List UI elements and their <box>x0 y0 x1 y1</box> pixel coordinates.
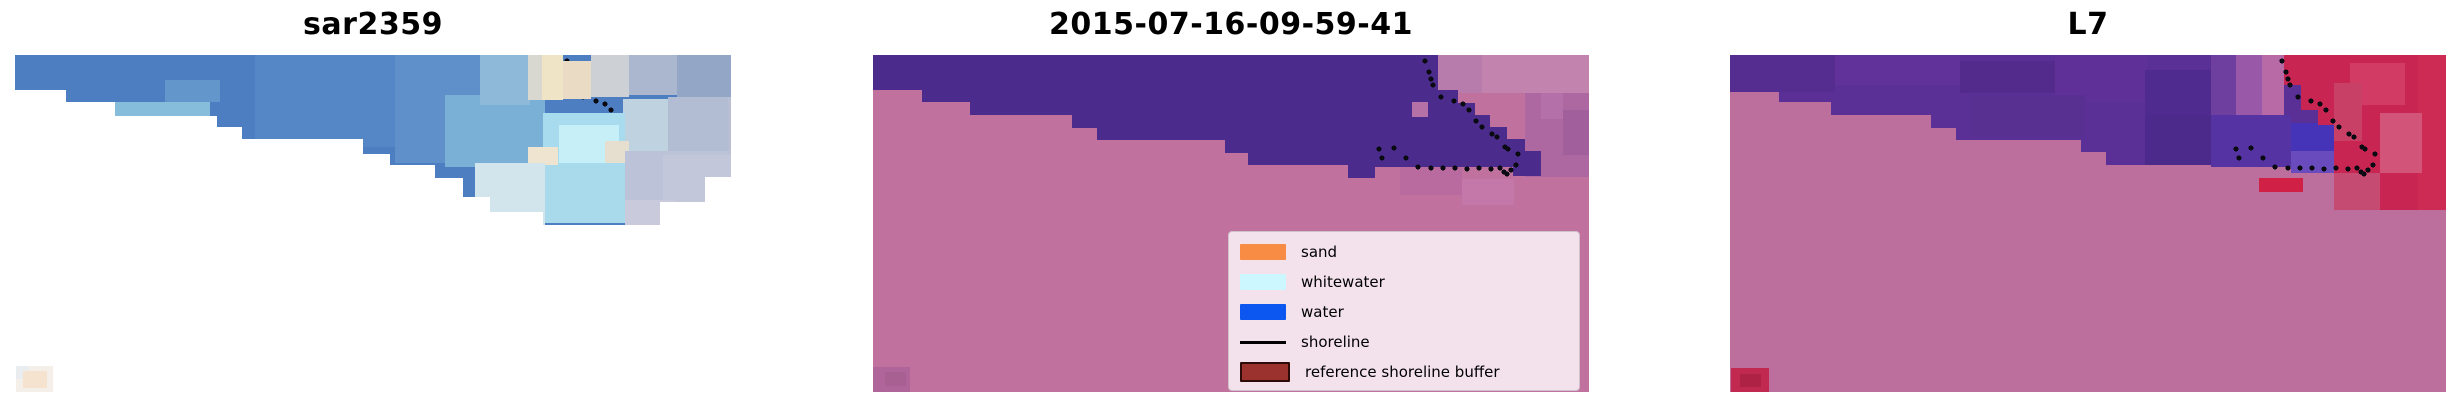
legend-row-sand: sand <box>1229 237 1579 267</box>
legend-label-water: water <box>1301 303 1344 321</box>
legend-label-shoreline: shoreline <box>1301 333 1370 351</box>
water-swatch-icon <box>1240 304 1286 320</box>
panel-title-l7: L7 <box>2067 7 2109 42</box>
shoreline-line-icon <box>1240 340 1286 344</box>
sand-swatch-icon <box>1240 244 1286 260</box>
legend-label-reference-buffer: reference shoreline buffer <box>1305 363 1500 381</box>
panel-image-l7 <box>1730 55 2446 392</box>
panel-image-sar2359 <box>15 55 731 392</box>
panel-title-sar2359: sar2359 <box>303 7 443 42</box>
legend: sand whitewater water shoreline referenc… <box>1228 231 1580 391</box>
panel-title-class: 2015-07-16-09-59-41 <box>1049 7 1413 42</box>
legend-row-shoreline: shoreline <box>1229 327 1579 357</box>
reference-buffer-swatch-icon <box>1240 362 1290 382</box>
legend-row-reference-buffer: reference shoreline buffer <box>1229 357 1579 387</box>
legend-row-whitewater: whitewater <box>1229 267 1579 297</box>
panel-sar2359 <box>15 55 731 392</box>
panel-l7 <box>1730 55 2446 392</box>
whitewater-swatch-icon <box>1240 274 1286 290</box>
legend-row-water: water <box>1229 297 1579 327</box>
legend-label-sand: sand <box>1301 243 1338 261</box>
legend-label-whitewater: whitewater <box>1301 273 1385 291</box>
